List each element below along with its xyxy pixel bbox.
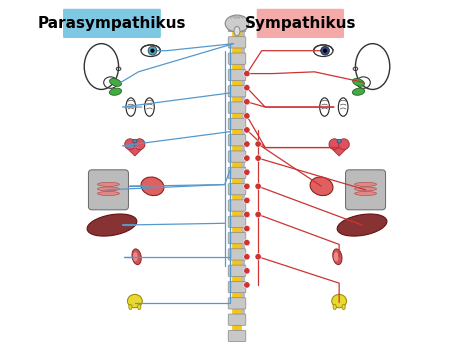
Circle shape bbox=[244, 240, 250, 246]
Ellipse shape bbox=[320, 98, 329, 116]
FancyBboxPatch shape bbox=[228, 86, 246, 97]
Circle shape bbox=[244, 127, 250, 133]
Ellipse shape bbox=[333, 249, 342, 264]
Ellipse shape bbox=[126, 98, 136, 116]
Circle shape bbox=[255, 253, 261, 260]
Circle shape bbox=[255, 155, 261, 161]
FancyBboxPatch shape bbox=[228, 167, 246, 179]
FancyBboxPatch shape bbox=[346, 170, 385, 210]
FancyBboxPatch shape bbox=[228, 69, 246, 81]
FancyBboxPatch shape bbox=[228, 216, 246, 228]
FancyBboxPatch shape bbox=[228, 249, 246, 260]
Circle shape bbox=[148, 46, 157, 55]
Circle shape bbox=[125, 139, 136, 149]
Circle shape bbox=[134, 139, 145, 149]
FancyBboxPatch shape bbox=[228, 282, 246, 293]
Circle shape bbox=[244, 268, 250, 274]
Circle shape bbox=[244, 113, 250, 119]
Circle shape bbox=[323, 49, 327, 53]
FancyBboxPatch shape bbox=[228, 102, 246, 113]
Ellipse shape bbox=[98, 182, 119, 186]
Ellipse shape bbox=[141, 177, 164, 196]
Ellipse shape bbox=[98, 187, 119, 191]
Ellipse shape bbox=[141, 45, 160, 56]
FancyBboxPatch shape bbox=[63, 9, 161, 38]
Circle shape bbox=[320, 46, 329, 55]
Circle shape bbox=[150, 49, 155, 53]
Ellipse shape bbox=[352, 88, 365, 95]
Ellipse shape bbox=[98, 191, 119, 196]
Ellipse shape bbox=[355, 182, 376, 186]
Circle shape bbox=[244, 225, 250, 232]
Ellipse shape bbox=[355, 191, 376, 196]
FancyBboxPatch shape bbox=[228, 233, 246, 244]
Ellipse shape bbox=[109, 78, 121, 86]
Circle shape bbox=[244, 211, 250, 218]
Ellipse shape bbox=[137, 304, 141, 310]
Polygon shape bbox=[125, 146, 145, 156]
Circle shape bbox=[338, 139, 349, 149]
FancyBboxPatch shape bbox=[228, 37, 246, 48]
Ellipse shape bbox=[132, 249, 141, 264]
Circle shape bbox=[255, 183, 261, 190]
Circle shape bbox=[329, 139, 340, 149]
FancyBboxPatch shape bbox=[228, 53, 246, 64]
Ellipse shape bbox=[353, 78, 365, 86]
Ellipse shape bbox=[133, 252, 138, 262]
Ellipse shape bbox=[334, 252, 338, 262]
Ellipse shape bbox=[87, 214, 137, 236]
FancyBboxPatch shape bbox=[228, 135, 246, 146]
Text: Parasympathikus: Parasympathikus bbox=[38, 16, 186, 31]
FancyBboxPatch shape bbox=[228, 151, 246, 162]
Ellipse shape bbox=[342, 304, 345, 310]
FancyBboxPatch shape bbox=[89, 170, 128, 210]
Circle shape bbox=[255, 211, 261, 218]
Circle shape bbox=[244, 155, 250, 161]
Circle shape bbox=[244, 183, 250, 190]
Circle shape bbox=[244, 169, 250, 175]
FancyBboxPatch shape bbox=[228, 20, 246, 32]
Ellipse shape bbox=[109, 88, 122, 95]
Polygon shape bbox=[329, 146, 349, 156]
Circle shape bbox=[255, 141, 261, 147]
FancyBboxPatch shape bbox=[228, 200, 246, 211]
Ellipse shape bbox=[338, 98, 348, 116]
Ellipse shape bbox=[314, 45, 333, 56]
Circle shape bbox=[244, 84, 250, 91]
Ellipse shape bbox=[337, 139, 341, 143]
Ellipse shape bbox=[337, 214, 387, 236]
Text: Sympathikus: Sympathikus bbox=[245, 16, 356, 31]
Ellipse shape bbox=[225, 15, 249, 32]
Ellipse shape bbox=[133, 139, 137, 143]
FancyBboxPatch shape bbox=[228, 118, 246, 130]
Ellipse shape bbox=[332, 294, 346, 308]
Circle shape bbox=[244, 99, 250, 105]
FancyBboxPatch shape bbox=[257, 9, 344, 38]
Circle shape bbox=[244, 282, 250, 288]
Ellipse shape bbox=[355, 187, 376, 191]
Ellipse shape bbox=[145, 98, 154, 116]
FancyBboxPatch shape bbox=[228, 184, 246, 195]
FancyBboxPatch shape bbox=[228, 265, 246, 277]
Ellipse shape bbox=[333, 304, 337, 310]
FancyBboxPatch shape bbox=[228, 314, 246, 325]
Ellipse shape bbox=[128, 294, 142, 308]
Circle shape bbox=[244, 70, 250, 77]
Circle shape bbox=[244, 141, 250, 147]
Circle shape bbox=[244, 253, 250, 260]
Ellipse shape bbox=[129, 304, 132, 310]
Circle shape bbox=[244, 197, 250, 203]
Ellipse shape bbox=[234, 27, 240, 36]
FancyBboxPatch shape bbox=[228, 331, 246, 342]
Ellipse shape bbox=[310, 177, 333, 196]
FancyBboxPatch shape bbox=[228, 298, 246, 309]
